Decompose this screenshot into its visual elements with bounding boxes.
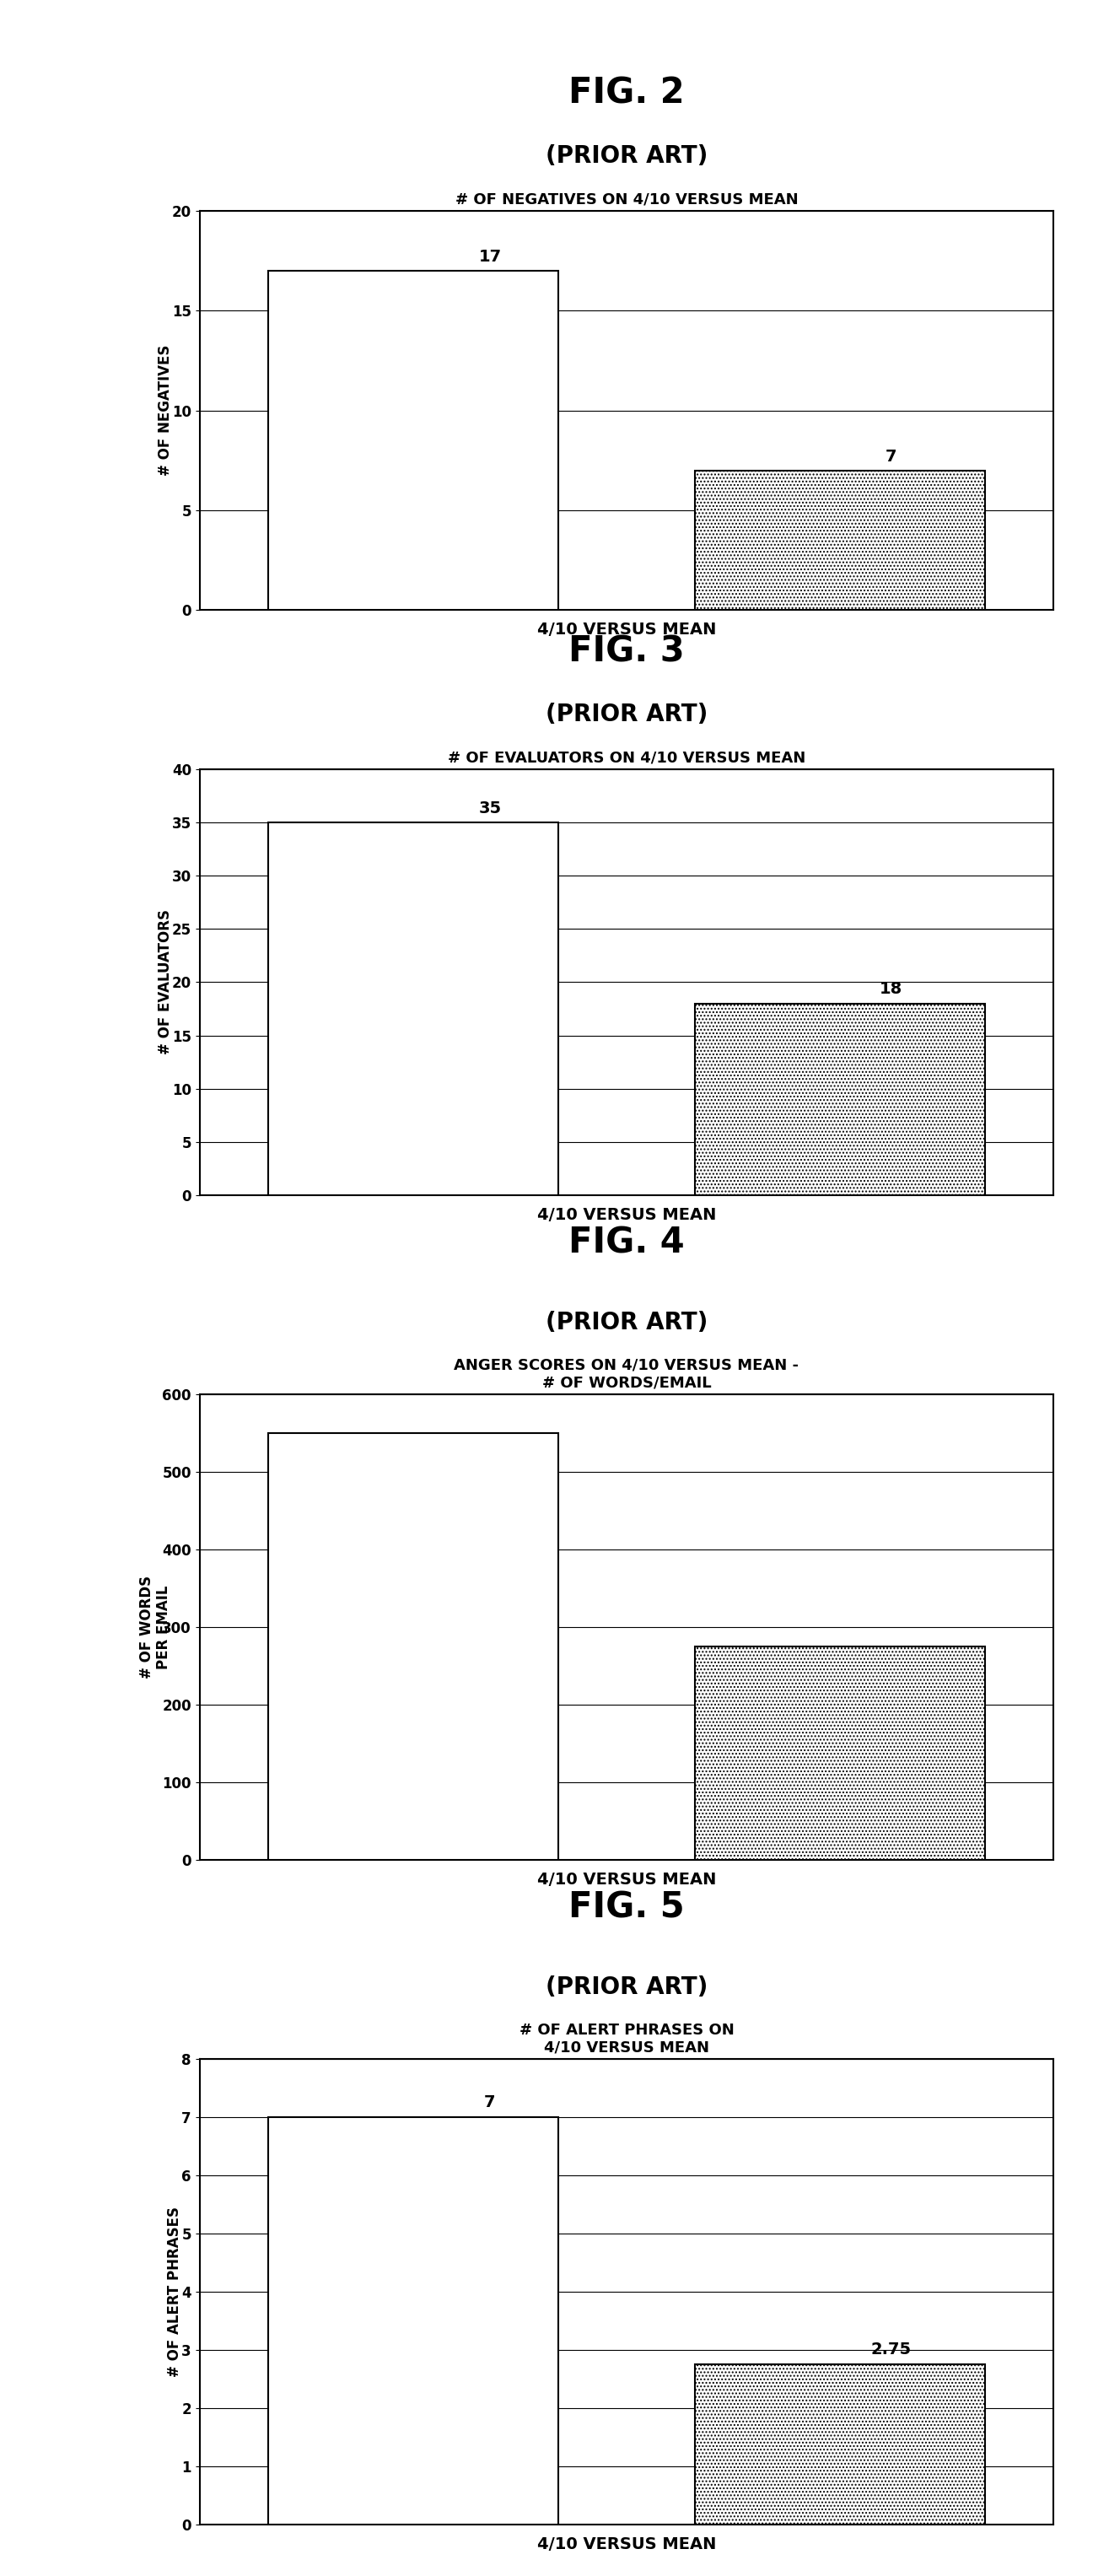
Bar xyxy=(268,2117,558,2524)
Y-axis label: # OF NEGATIVES: # OF NEGATIVES xyxy=(157,345,173,477)
Text: FIG. 4: FIG. 4 xyxy=(569,1224,684,1260)
Bar xyxy=(695,1646,985,1860)
Bar xyxy=(695,2365,985,2524)
Y-axis label: # OF EVALUATORS: # OF EVALUATORS xyxy=(157,909,173,1054)
Text: (PRIOR ART): (PRIOR ART) xyxy=(546,144,708,167)
Text: (PRIOR ART): (PRIOR ART) xyxy=(546,1311,708,1334)
Bar xyxy=(695,1005,985,1195)
Title: ANGER SCORES ON 4/10 VERSUS MEAN -
# OF WORDS/EMAIL: ANGER SCORES ON 4/10 VERSUS MEAN - # OF … xyxy=(454,1358,800,1391)
X-axis label: 4/10 VERSUS MEAN: 4/10 VERSUS MEAN xyxy=(537,1206,716,1224)
Text: 18: 18 xyxy=(879,981,903,997)
Bar xyxy=(268,270,558,611)
Y-axis label: # OF ALERT PHRASES: # OF ALERT PHRASES xyxy=(167,2208,182,2378)
X-axis label: 4/10 VERSUS MEAN: 4/10 VERSUS MEAN xyxy=(537,1870,716,1888)
Text: FIG. 2: FIG. 2 xyxy=(569,75,684,111)
Bar xyxy=(695,471,985,611)
Text: 7: 7 xyxy=(485,2094,496,2110)
Y-axis label: # OF WORDS
PER EMAIL: # OF WORDS PER EMAIL xyxy=(139,1577,172,1680)
Text: 17: 17 xyxy=(478,250,501,265)
Text: FIG. 5: FIG. 5 xyxy=(569,1891,684,1924)
Title: # OF EVALUATORS ON 4/10 VERSUS MEAN: # OF EVALUATORS ON 4/10 VERSUS MEAN xyxy=(448,750,805,765)
Bar xyxy=(268,1432,558,1860)
Text: 35: 35 xyxy=(478,801,501,817)
Title: # OF ALERT PHRASES ON
4/10 VERSUS MEAN: # OF ALERT PHRASES ON 4/10 VERSUS MEAN xyxy=(519,2022,734,2056)
X-axis label: 4/10 VERSUS MEAN: 4/10 VERSUS MEAN xyxy=(537,621,716,639)
Text: (PRIOR ART): (PRIOR ART) xyxy=(546,703,708,726)
Text: (PRIOR ART): (PRIOR ART) xyxy=(546,1976,708,1999)
X-axis label: 4/10 VERSUS MEAN: 4/10 VERSUS MEAN xyxy=(537,2537,716,2553)
Title: # OF NEGATIVES ON 4/10 VERSUS MEAN: # OF NEGATIVES ON 4/10 VERSUS MEAN xyxy=(455,193,798,209)
Text: 2.75: 2.75 xyxy=(871,2342,912,2357)
Text: FIG. 3: FIG. 3 xyxy=(569,634,684,670)
Text: 7: 7 xyxy=(886,448,897,464)
Bar xyxy=(268,822,558,1195)
